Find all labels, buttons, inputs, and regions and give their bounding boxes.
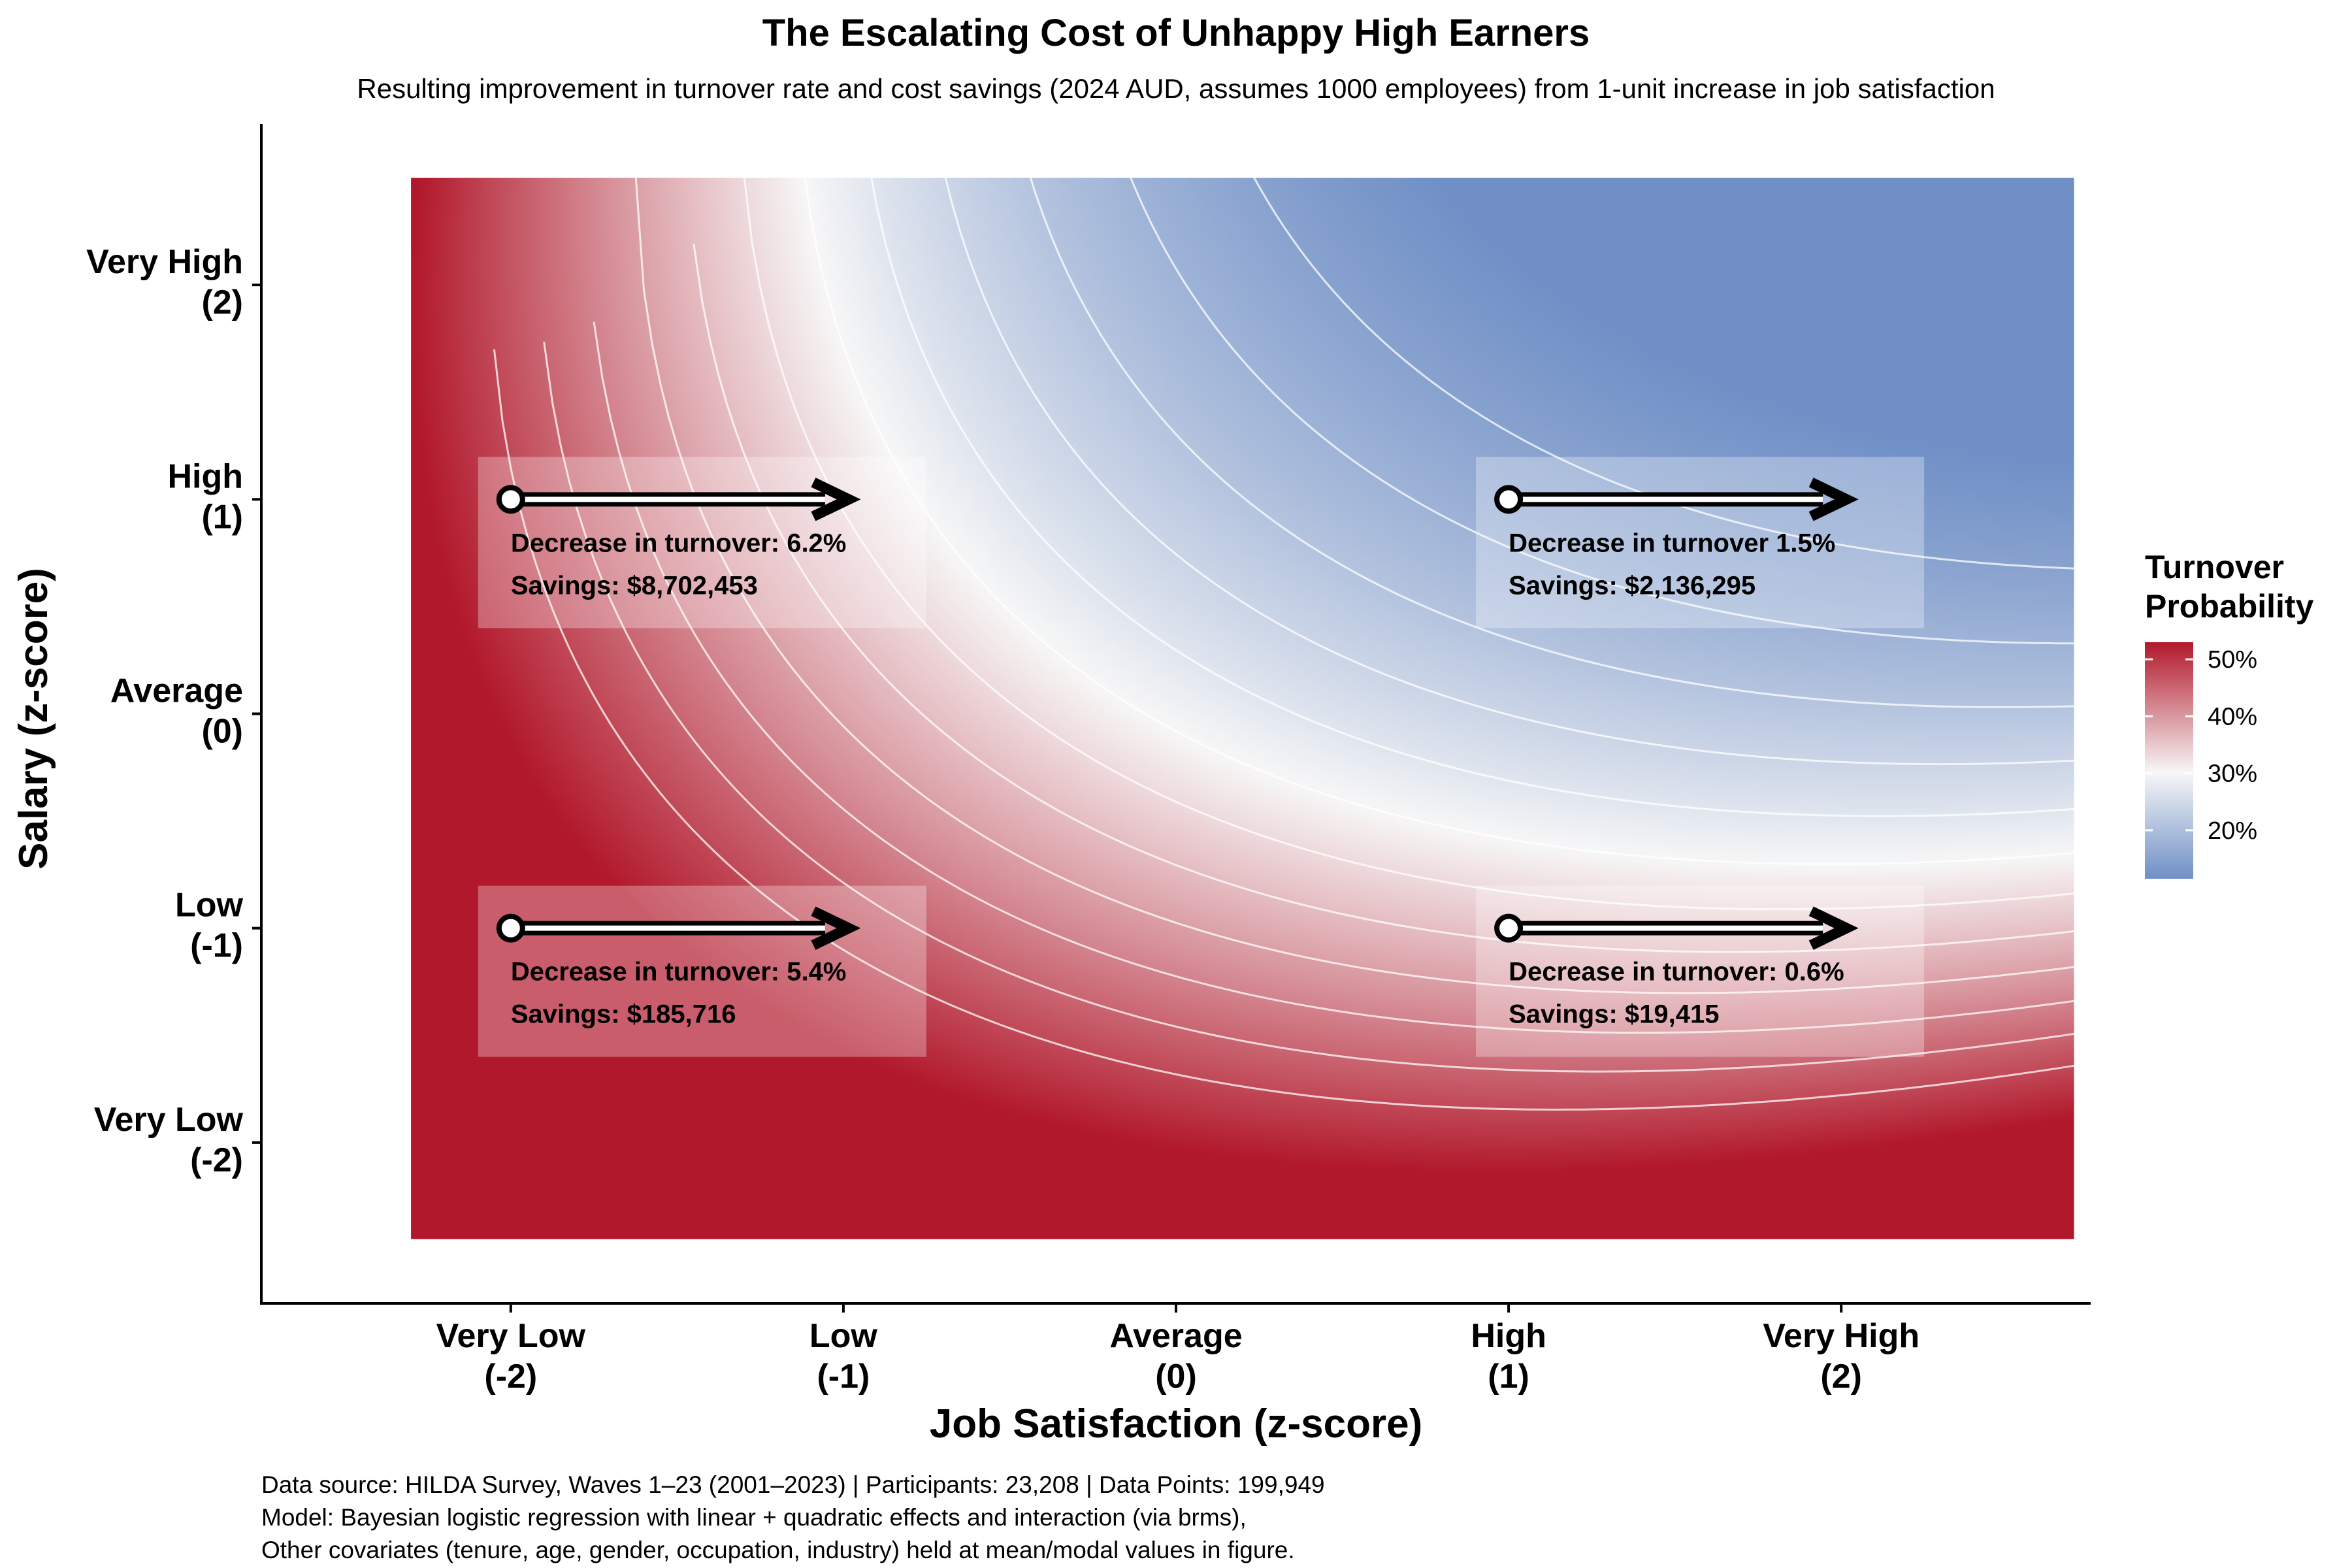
caption-line3: Other covariates (tenure, age, gender, o… <box>261 1537 1295 1563</box>
y-tick-label: Very High <box>86 243 243 281</box>
annotation: Decrease in turnover: 0.6% Savings: $19,4… <box>1476 885 1925 1057</box>
contour-line <box>693 243 2074 953</box>
annotation-savings: Savings: $2,136,295 <box>1509 571 1756 600</box>
x-tick-value: (-2) <box>484 1358 537 1396</box>
x-axis-title: Job Satisfaction (z-score) <box>930 1401 1422 1446</box>
legend-tick-label: 20% <box>2208 817 2257 845</box>
x-tick-label: Very Low <box>436 1317 586 1355</box>
x-tick-value: (-1) <box>817 1358 870 1396</box>
x-tick-value: (0) <box>1155 1358 1197 1396</box>
annotation-decrease: Decrease in turnover 1.5% <box>1509 529 1835 557</box>
annotation: Decrease in turnover 1.5% Savings: $2,136… <box>1476 457 1925 629</box>
y-tick-label: Average <box>110 672 243 710</box>
contour-line <box>804 178 2074 866</box>
annotation-savings: Savings: $8,702,453 <box>511 571 758 600</box>
contour-line <box>634 178 2074 994</box>
arrow-start-marker <box>496 485 525 514</box>
contour-line <box>1029 178 2074 708</box>
arrow-start-marker <box>496 913 525 943</box>
y-tick-value: (0) <box>201 713 243 751</box>
legend-tick-label: 30% <box>2208 760 2257 788</box>
arrow-head <box>811 906 861 950</box>
annotation-decrease: Decrease in turnover: 0.6% <box>1509 958 1844 987</box>
x-tick-value: (1) <box>1488 1358 1529 1396</box>
contour-line <box>743 178 2074 911</box>
y-tick-value: (1) <box>201 498 243 536</box>
arrow-start-marker <box>1494 485 1524 514</box>
x-tick-label: Very High <box>1763 1317 1919 1355</box>
legend-title-line2: Probability <box>2145 588 2314 625</box>
y-tick-value: (-2) <box>190 1141 243 1179</box>
legend-tick-label: 40% <box>2208 703 2257 730</box>
legend-colorbar <box>2145 642 2193 879</box>
contour-line <box>1130 178 2074 645</box>
y-tick-value: (-1) <box>190 927 243 965</box>
y-tick-label: High <box>167 457 243 495</box>
y-tick-value: (2) <box>201 284 243 321</box>
arrow-head <box>811 478 861 521</box>
chart-subtitle: Resulting improvement in turnover rate a… <box>357 73 1995 104</box>
y-axis-ticks: Very High(2) High(1) Average(0) Low(-1) Very… <box>86 243 261 1179</box>
legend-title-line1: Turnover <box>2145 549 2284 585</box>
x-tick-label: Low <box>809 1317 878 1355</box>
contour-line <box>593 321 2074 1034</box>
annotations: Decrease in turnover: 6.2% Savings: $8,70… <box>478 457 1925 1057</box>
x-tick-value: (2) <box>1820 1358 1862 1396</box>
annotation-box <box>478 885 926 1057</box>
caption-line1: Data source: HILDA Survey, Waves 1–23 (2… <box>261 1471 1325 1498</box>
chart-title: The Escalating Cost of Unhappy High Earn… <box>762 12 1590 54</box>
annotation-savings: Savings: $185,716 <box>511 1000 736 1029</box>
legend-tick-label: 50% <box>2208 646 2257 674</box>
heatmap-panel <box>411 178 2074 1239</box>
contour-line <box>543 341 2074 1073</box>
x-tick-label: High <box>1471 1317 1546 1355</box>
y-tick-label: Very Low <box>94 1101 244 1139</box>
axes: Very Low(-2)Low(-1)Average(0)High(1)Very… <box>86 124 2091 1396</box>
x-tick-label: Average <box>1109 1317 1242 1355</box>
contour-lines <box>493 178 2074 1111</box>
contour-line <box>870 178 2074 817</box>
contour-line <box>493 349 2074 1111</box>
annotation-box <box>478 457 926 629</box>
y-axis-title: Salary (z-score) <box>11 568 56 870</box>
annotation: Decrease in turnover: 5.4% Savings: $185,… <box>478 885 926 1057</box>
annotation: Decrease in turnover: 6.2% Savings: $8,70… <box>478 457 926 629</box>
arrow-start-marker <box>1494 913 1524 943</box>
annotation-box <box>1476 885 1925 1057</box>
legend-ticks: 50% 40% 30% 20% <box>2145 646 2257 845</box>
annotation-decrease: Decrease in turnover: 6.2% <box>511 529 847 557</box>
color-legend: Turnover Probability 50% 40% 30% 20% <box>2145 549 2314 879</box>
arrow-head <box>1808 478 1859 521</box>
annotation-decrease: Decrease in turnover: 5.4% <box>511 958 847 987</box>
contour-line <box>944 178 2074 766</box>
caption: Data source: HILDA Survey, Waves 1–23 (2… <box>261 1471 1325 1563</box>
y-tick-label: Low <box>175 887 244 924</box>
caption-line2: Model: Bayesian logistic regression with… <box>261 1504 1247 1531</box>
annotation-savings: Savings: $19,415 <box>1509 1000 1719 1029</box>
heatmap-surface <box>411 178 2074 1239</box>
arrow-head <box>1808 906 1859 950</box>
annotation-box <box>1476 457 1925 629</box>
x-axis-ticks: Very Low(-2) Low(-1) Average(0) High(1) Very… <box>436 1303 1919 1396</box>
